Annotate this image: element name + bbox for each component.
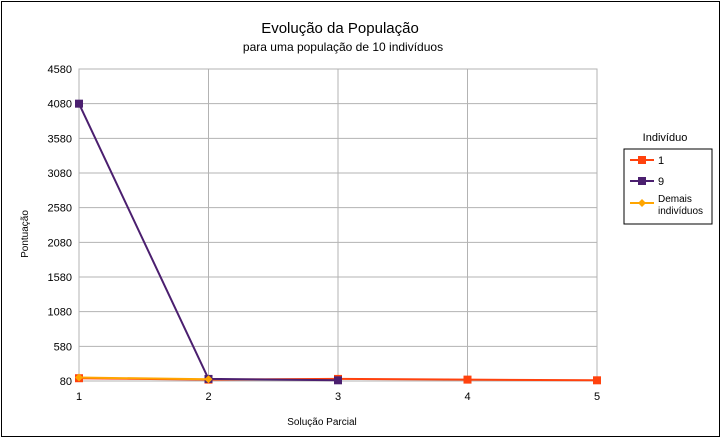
legend-marker [638,199,646,207]
x-tick-label: 5 [594,391,600,403]
y-tick-label: 3580 [48,133,72,145]
legend-label: 9 [658,176,664,188]
y-tick-label: 2080 [48,237,72,249]
y-axis-label: Pontuação [20,210,31,258]
legend-marker [638,177,646,185]
y-tick-label: 1080 [48,307,72,319]
y-tick-label: 2580 [48,203,72,215]
legend-marker [638,156,646,164]
y-axis-ticks: 80 580 1080 1580 2080 2580 3080 3580 4080 4580 [48,64,72,388]
y-tick-label: 580 [54,341,72,353]
y-tick-label: 3080 [48,168,72,180]
series-group [75,99,601,385]
data-point [334,376,342,385]
chart-title: Evolução da População [261,20,419,37]
data-point [75,99,83,108]
x-tick-label: 3 [335,391,341,403]
series-line [78,376,209,381]
x-tick-label: 1 [76,391,82,403]
y-tick-label: 4080 [48,99,72,111]
chart-subtitle: para uma população de 10 indivíduos [243,40,443,54]
grid-lines [78,68,598,382]
legend-title: Indivíduo [643,132,688,144]
x-axis-label: Solução Parcial [287,417,356,428]
data-point [204,375,213,384]
x-tick-label: 2 [205,391,211,403]
data-point [593,376,601,385]
x-axis-ticks: 1 2 3 4 5 [76,391,600,403]
legend-label: indivíduos [658,206,703,217]
y-tick-label: 80 [60,376,72,388]
data-point [75,373,83,382]
series-2 [75,373,213,384]
data-point [463,375,472,384]
y-tick-label: 1580 [48,272,72,284]
legend-label: 1 [658,155,664,167]
y-tick-label: 4580 [48,64,72,76]
x-tick-label: 4 [464,391,470,403]
legend-label: Demais [658,194,692,205]
